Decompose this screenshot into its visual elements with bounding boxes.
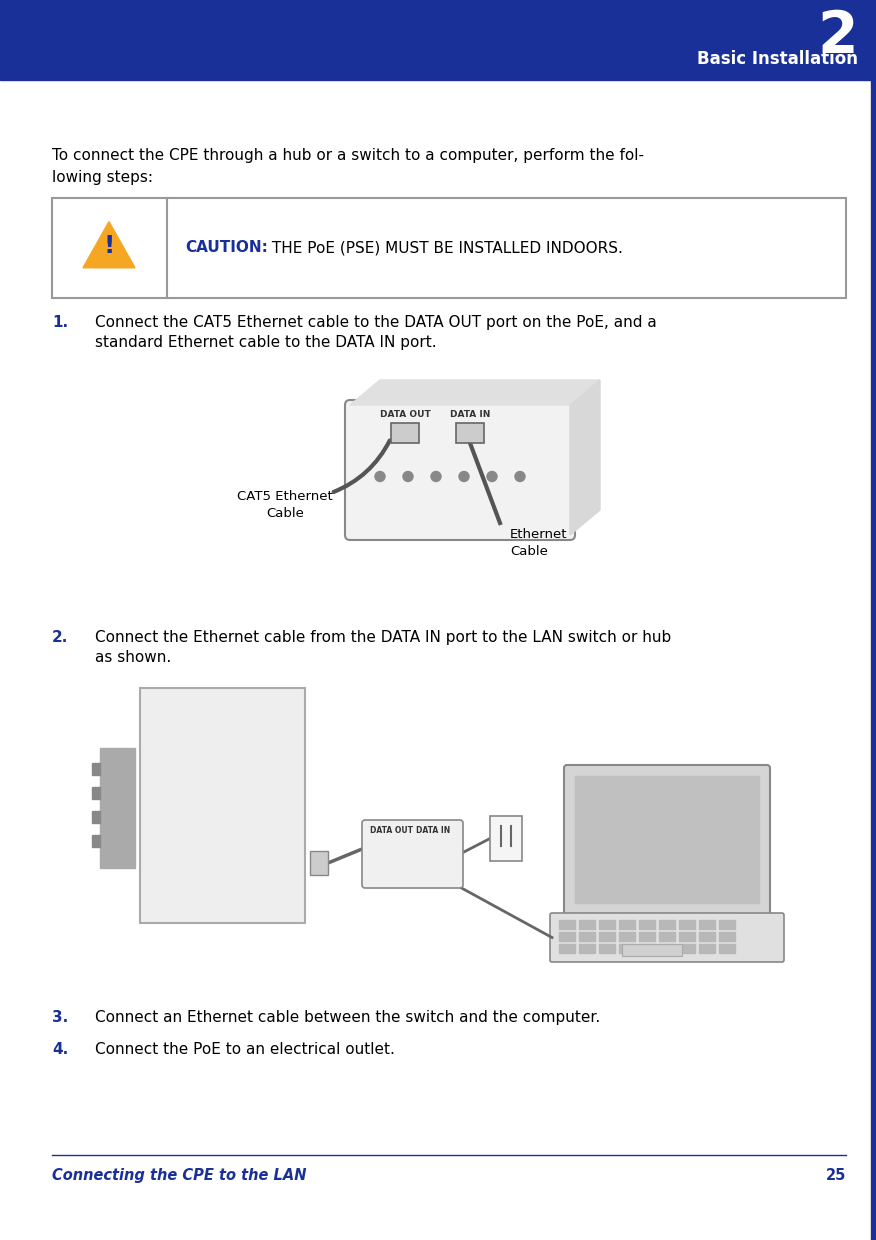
Text: 25: 25 [825, 1168, 846, 1183]
Text: 3.: 3. [52, 1011, 68, 1025]
Circle shape [487, 471, 497, 481]
Bar [679, 920, 695, 929]
Bar [559, 944, 575, 954]
Text: CAUTION:: CAUTION: [185, 241, 268, 255]
Polygon shape [350, 379, 600, 405]
Bar [659, 920, 675, 929]
Circle shape [459, 471, 469, 481]
FancyBboxPatch shape [345, 401, 575, 539]
Bar [579, 944, 595, 954]
FancyBboxPatch shape [550, 913, 784, 962]
Text: Connect the PoE to an electrical outlet.: Connect the PoE to an electrical outlet. [95, 1042, 395, 1056]
Bar [719, 944, 735, 954]
Text: DATA IN: DATA IN [449, 410, 491, 419]
Text: 2.: 2. [52, 630, 68, 645]
Bar [310, 851, 328, 875]
Bar [100, 748, 135, 868]
FancyBboxPatch shape [362, 820, 463, 888]
Text: Connect an Ethernet cable between the switch and the computer.: Connect an Ethernet cable between the sw… [95, 1011, 600, 1025]
Text: 1.: 1. [52, 315, 68, 330]
Text: 2: 2 [817, 7, 858, 64]
Bar [599, 920, 615, 929]
Bar [92, 835, 100, 847]
Text: DATA OUT: DATA OUT [370, 826, 413, 835]
Text: Basic Installation: Basic Installation [697, 50, 858, 68]
Bar [659, 932, 675, 941]
Text: Cable: Cable [510, 546, 548, 558]
Bar [92, 787, 100, 799]
Bar [92, 811, 100, 823]
Text: THE PoE (PSE) MUST BE INSTALLED INDOORS.: THE PoE (PSE) MUST BE INSTALLED INDOORS. [267, 241, 623, 255]
Bar [599, 944, 615, 954]
Circle shape [515, 471, 525, 481]
Bar [679, 932, 695, 941]
Bar [699, 944, 715, 954]
Text: CAT5 Ethernet: CAT5 Ethernet [237, 490, 333, 503]
Bar [699, 920, 715, 929]
Bar [719, 920, 735, 929]
Bar [699, 932, 715, 941]
Bar [559, 932, 575, 941]
Polygon shape [570, 379, 600, 534]
Text: DATA OUT: DATA OUT [379, 410, 430, 419]
Bar [391, 423, 419, 443]
Text: Connecting the CPE to the LAN: Connecting the CPE to the LAN [52, 1168, 307, 1183]
Bar [92, 763, 100, 775]
Bar [639, 944, 655, 954]
Bar [619, 920, 635, 929]
Bar [719, 932, 735, 941]
Text: To connect the CPE through a hub or a switch to a computer, perform the fol-: To connect the CPE through a hub or a sw… [52, 148, 644, 162]
Circle shape [431, 471, 441, 481]
Text: Cable: Cable [266, 507, 304, 520]
Text: standard Ethernet cable to the DATA IN port.: standard Ethernet cable to the DATA IN p… [95, 335, 436, 350]
Bar [0, 0, 876, 81]
Text: lowing steps:: lowing steps: [52, 170, 153, 185]
Bar [619, 932, 635, 941]
Bar [639, 932, 655, 941]
Bar [575, 776, 759, 903]
Bar [579, 920, 595, 929]
Bar [599, 932, 615, 941]
Bar [456, 423, 484, 443]
Bar [579, 932, 595, 941]
Bar [871, 81, 876, 1240]
Circle shape [375, 471, 385, 481]
Bar [52, 198, 846, 298]
Bar [659, 944, 675, 954]
Text: Connect the CAT5 Ethernet cable to the DATA OUT port on the PoE, and a: Connect the CAT5 Ethernet cable to the D… [95, 315, 657, 330]
Text: as shown.: as shown. [95, 650, 171, 665]
Bar [619, 944, 635, 954]
Circle shape [403, 471, 413, 481]
Text: Connect the Ethernet cable from the DATA IN port to the LAN switch or hub: Connect the Ethernet cable from the DATA… [95, 630, 671, 645]
Bar [639, 920, 655, 929]
Text: !: ! [103, 234, 115, 258]
Polygon shape [83, 222, 135, 268]
Bar [559, 920, 575, 929]
Bar [490, 816, 522, 861]
Bar [679, 944, 695, 954]
Bar [622, 944, 682, 956]
Text: Ethernet: Ethernet [510, 528, 568, 541]
Text: 4.: 4. [52, 1042, 68, 1056]
Text: DATA IN: DATA IN [416, 826, 450, 835]
FancyBboxPatch shape [564, 765, 770, 916]
Bar [140, 688, 305, 923]
